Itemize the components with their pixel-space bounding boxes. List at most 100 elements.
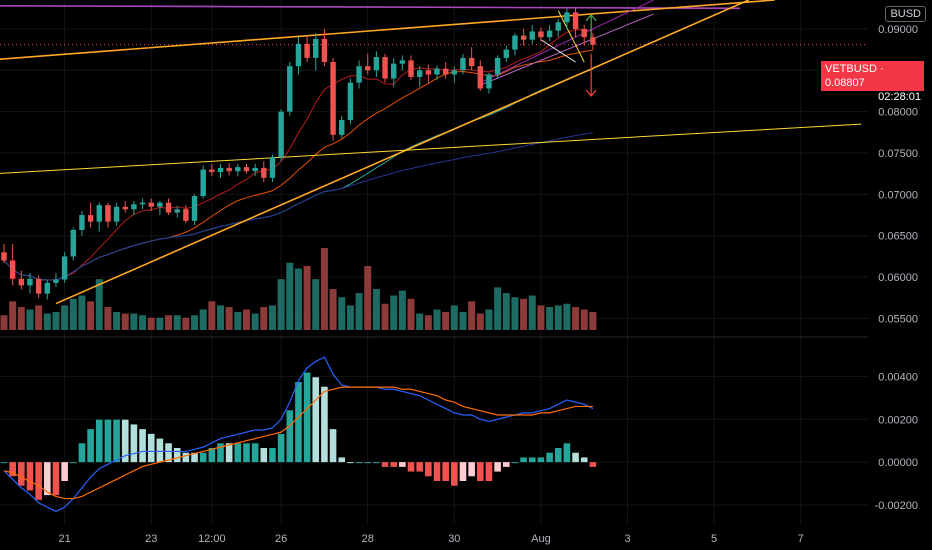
candle-body [494,57,501,75]
candle-body [1,252,7,261]
time-axis-label: 7 [798,533,804,545]
volume-bar [459,311,467,330]
macd-axis-label: -0.00200 [875,500,918,512]
macd-histogram-bar [26,462,34,491]
volume-bar [303,266,311,330]
macd-histogram-bar [442,462,449,481]
candle-body [243,167,250,172]
macd-histogram-bar [61,462,68,481]
candle-body [79,215,85,230]
volume-bar [554,305,562,330]
macd-line [3,356,594,513]
volume-bar [199,309,207,330]
macd-histogram-bar [199,452,207,463]
macd-histogram-bar [147,433,155,463]
macd-histogram-bar [546,452,553,463]
macd-histogram-bar [225,443,233,463]
volume-bar [0,315,8,330]
candle-body [538,31,544,38]
macd-histogram-bar [277,433,285,463]
candle-body [555,22,561,31]
currency-badge[interactable]: BUSD [885,6,926,22]
volume-bar [26,309,34,330]
volume-bar [468,301,476,330]
volume-bar [277,279,285,330]
purple-trend-line [480,0,654,84]
volume-bar [476,313,484,330]
candle-body [96,205,102,222]
macd-histogram-bar [416,462,423,472]
macd-histogram-bar [373,462,380,464]
volume-bar [139,315,147,330]
macd-histogram-bar [347,462,354,464]
time-axis-label: 3 [624,533,630,545]
macd-histogram-bar [399,462,406,467]
macd-histogram-bar [269,448,276,463]
candle-body [460,57,466,71]
volume-bar [173,315,181,330]
macd-histogram-bar [468,462,475,477]
volume-bar [338,297,346,330]
time-axis-label: Aug [531,533,551,545]
bar-countdown: 02:28:01 [878,91,921,103]
long-support-line [0,123,862,174]
candle-body [157,202,163,207]
macd-histogram-bar [18,462,25,486]
candle-body [200,169,206,197]
candle-body [44,282,50,294]
volume-bar [528,295,536,330]
macd-histogram-bar [251,443,259,463]
candle-body [416,70,423,77]
price-grid [0,0,868,525]
candle-body [339,119,345,135]
candle-body [209,169,215,173]
last-price: 0.08807 [825,77,865,89]
candle-body [235,167,241,172]
volume-bar [61,305,69,330]
macd-histogram-bar [355,462,363,464]
volume-bar [78,295,86,330]
upper-channel-line [0,0,775,61]
volume-bar [69,298,77,330]
volume-bar [208,301,216,330]
candle-body [391,63,397,79]
resistance-line [0,5,741,10]
price-axis-label: 0.05500 [878,313,918,325]
macd-histogram-bar [329,429,337,463]
candle-body [174,209,180,213]
macd-histogram-bar [0,462,8,464]
macd-histogram-bar [165,443,172,463]
volume-bar [156,317,164,330]
volume-bar [329,289,337,330]
macd-histogram-bar [459,462,467,481]
macd-histogram-bar [95,419,103,463]
candle-body [183,209,189,221]
macd-histogram-bar [208,448,216,463]
time-axis-label: 26 [275,533,287,545]
candle-body [365,66,371,71]
macd-histogram-bar [303,372,311,463]
volume-bar [502,293,510,330]
macd-histogram-bar [589,462,597,467]
macd-histogram-bar [182,452,190,463]
candle-body [442,68,449,75]
candle-body [503,49,509,58]
candle-body [520,35,527,40]
volume-bar [147,317,155,330]
macd-histogram-bar [52,462,60,496]
volume-bar [546,307,554,330]
macd-histogram-bar [494,462,501,472]
volume-bar [182,317,190,330]
candle-body [512,35,518,50]
volume-bars [0,248,597,330]
macd-histogram-bar [572,452,579,463]
price-axis-label: 0.06500 [878,231,918,243]
volume-bar [268,305,276,330]
candle-body [61,256,68,280]
volume-bar [113,311,121,330]
volume-bar [442,311,450,330]
macd-axis-label: 0.00200 [878,414,918,426]
moving-average-line [3,49,593,281]
volume-bar [242,309,250,330]
